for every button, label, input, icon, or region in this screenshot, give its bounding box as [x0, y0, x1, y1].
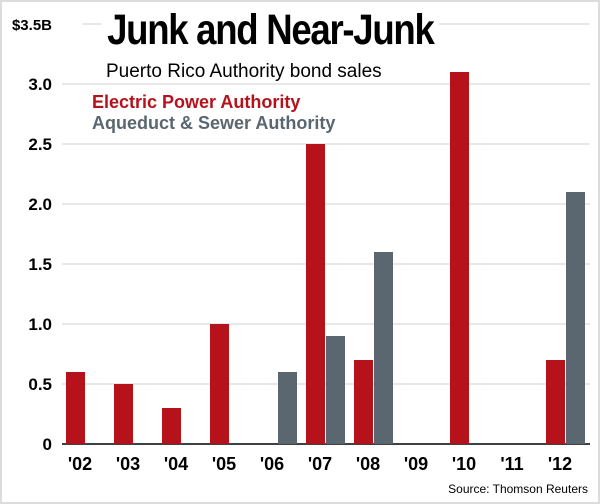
x-tick-label: '09: [404, 454, 428, 474]
bar-electric-10: [546, 360, 565, 444]
y-tick-label: 0.5: [28, 375, 52, 394]
chart-title: Junk and Near-Junk: [102, 6, 439, 55]
bar-electric-6: [354, 360, 373, 444]
source-note: Source: Thomson Reuters: [448, 482, 588, 496]
bar-electric-2: [162, 408, 181, 444]
y-tick-label: 1.5: [28, 255, 52, 274]
bar-aqueduct-4: [278, 372, 297, 444]
bar-aqueduct-5: [326, 336, 345, 444]
x-tick-label: '04: [164, 454, 188, 474]
x-tick-label: '07: [308, 454, 332, 474]
x-tick-label: '08: [356, 454, 380, 474]
x-tick-label: '05: [212, 454, 236, 474]
x-tick-label: '03: [116, 454, 140, 474]
legend-aqueduct-sewer: Aqueduct & Sewer Authority: [92, 113, 336, 133]
legend-electric-power: Electric Power Authority: [92, 92, 301, 112]
bar-electric-0: [66, 372, 85, 444]
bar-electric-3: [210, 324, 229, 444]
y-tick-label: $3.5B: [12, 17, 52, 34]
x-tick-label: '11: [500, 454, 523, 474]
y-tick-label: 1.0: [28, 315, 52, 334]
bar-electric-5: [306, 144, 325, 444]
y-tick-label: 0: [43, 435, 52, 454]
bar-aqueduct-6: [374, 252, 393, 444]
y-tick-label: 2.5: [28, 135, 52, 154]
y-tick-label: 3.0: [28, 75, 52, 94]
x-tick-label: '06: [260, 454, 284, 474]
x-tick-label: '10: [452, 454, 476, 474]
x-tick-label: '12: [548, 454, 572, 474]
bar-electric-1: [114, 384, 133, 444]
bar-aqueduct-10: [566, 192, 585, 444]
bar-electric-8: [450, 72, 469, 444]
chart-subtitle: Puerto Rico Authority bond sales: [104, 61, 384, 83]
x-tick-label: '02: [68, 454, 92, 474]
y-tick-label: 2.0: [28, 195, 52, 214]
